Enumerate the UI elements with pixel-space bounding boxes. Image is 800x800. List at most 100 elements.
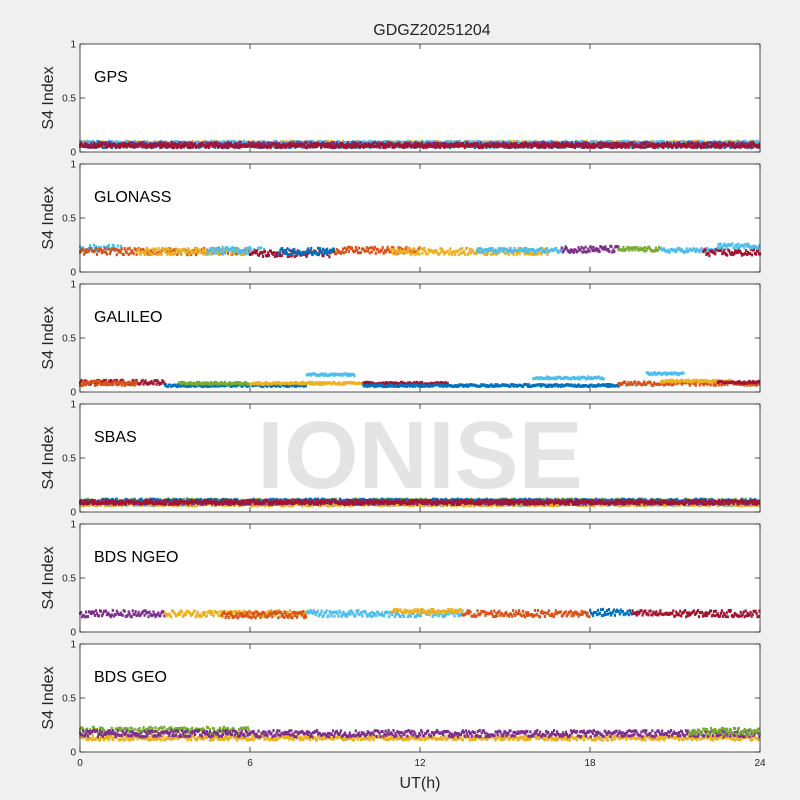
data-point [716, 142, 719, 146]
data-point [543, 142, 546, 146]
data-point [80, 141, 83, 145]
data-point [263, 142, 266, 146]
data-point [111, 144, 114, 148]
data-point [413, 145, 416, 149]
data-point [87, 144, 91, 148]
data-point [105, 252, 108, 256]
data-point [735, 142, 738, 146]
data-point [98, 144, 101, 147]
data-point [354, 144, 357, 148]
data-point [464, 141, 467, 144]
data-point [436, 142, 439, 145]
data-point [109, 141, 112, 145]
data-point [703, 145, 706, 149]
data-point [611, 140, 614, 144]
data-point [402, 143, 405, 147]
data-point [555, 142, 558, 146]
data-point [522, 142, 525, 146]
data-point [475, 142, 478, 146]
data-point [273, 139, 276, 143]
data-point [104, 140, 107, 144]
data-point [500, 143, 503, 147]
data-point [726, 144, 729, 148]
data-point [209, 139, 213, 143]
data-point [229, 141, 232, 145]
data-point [481, 140, 484, 144]
data-point [348, 141, 351, 144]
data-point [112, 244, 115, 248]
data-point [109, 145, 112, 149]
data-point [517, 141, 520, 145]
data-point [176, 146, 179, 150]
data-point [456, 142, 459, 146]
data-point [614, 142, 617, 146]
data-point [486, 140, 489, 144]
data-point [648, 141, 651, 145]
data-point [529, 143, 532, 147]
data-point [327, 142, 331, 146]
data-point [332, 141, 336, 144]
data-point [138, 144, 141, 147]
data-point [688, 139, 692, 143]
data-point [284, 143, 287, 147]
data-point [115, 253, 118, 257]
data-point [644, 142, 647, 146]
data-point [590, 142, 593, 146]
data-point [118, 145, 121, 149]
data-point [460, 144, 463, 147]
data-point [653, 145, 656, 149]
data-point [303, 142, 306, 146]
data-point [374, 141, 377, 145]
data-point [107, 247, 110, 251]
data-point [173, 145, 176, 149]
data-point [515, 142, 518, 146]
data-point [652, 140, 655, 144]
data-point [100, 144, 103, 148]
data-point [128, 246, 131, 250]
data-point [673, 142, 676, 146]
data-point [161, 145, 164, 149]
data-point [182, 143, 185, 147]
data-point [453, 144, 457, 148]
data-point [105, 145, 108, 149]
data-point [335, 141, 338, 145]
data-point [180, 146, 183, 150]
data-point [225, 143, 228, 147]
data-point [576, 143, 579, 147]
data-point [333, 145, 337, 149]
data-point [607, 139, 610, 143]
data-point [247, 140, 250, 144]
data-point [128, 143, 131, 146]
data-point [719, 141, 722, 145]
data-point [120, 247, 123, 251]
panel-background [80, 44, 760, 152]
data-point [159, 145, 162, 149]
data-point [312, 144, 315, 148]
data-point [393, 145, 396, 149]
data-point [192, 140, 195, 144]
data-point [547, 142, 550, 146]
data-point [642, 145, 645, 149]
data-point [619, 142, 622, 146]
y-tick-label: 1 [70, 40, 76, 51]
data-point [609, 144, 612, 148]
data-point [383, 142, 386, 146]
data-point [122, 253, 125, 256]
data-point [119, 144, 122, 148]
data-point [534, 141, 537, 145]
data-point [350, 145, 353, 149]
data-point [341, 143, 344, 147]
data-point [163, 143, 166, 147]
y-tick-label: 0.5 [62, 94, 76, 105]
data-point [682, 142, 686, 146]
data-point [296, 140, 299, 144]
data-point [670, 142, 673, 146]
data-point [120, 140, 123, 144]
data-point [584, 143, 587, 147]
data-point [418, 144, 421, 148]
data-point [491, 144, 494, 148]
data-point [310, 142, 313, 146]
data-point [342, 145, 345, 149]
data-point [425, 143, 428, 147]
